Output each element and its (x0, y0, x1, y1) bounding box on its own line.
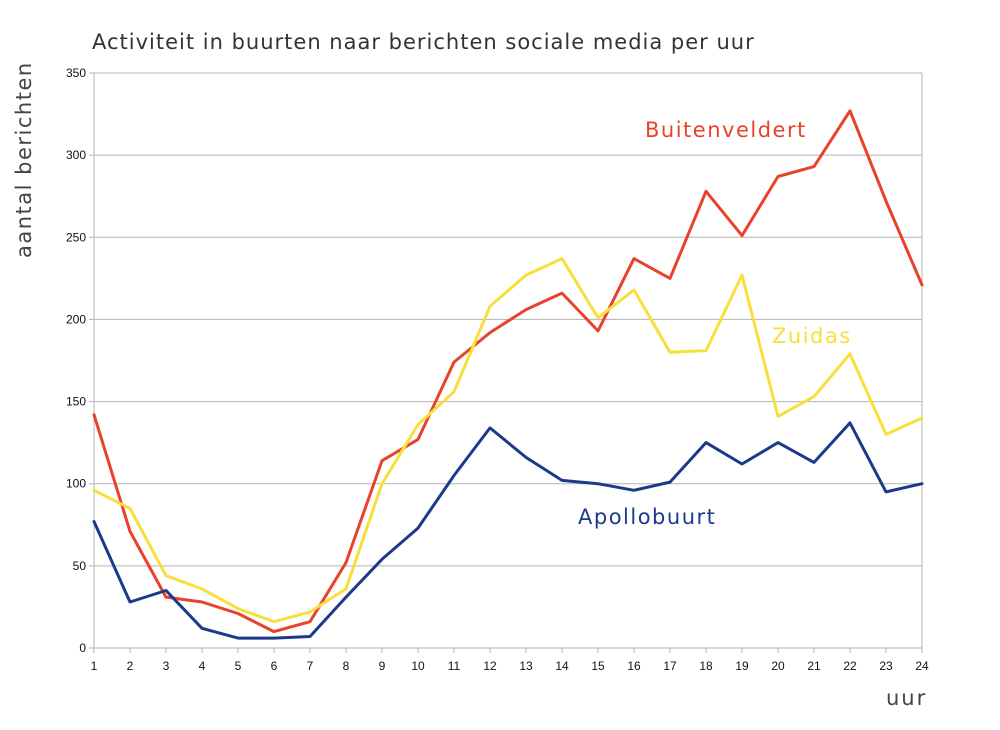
x-tick-label: 7 (307, 659, 314, 673)
x-tick-label: 24 (915, 659, 929, 673)
x-tick-label: 1 (91, 659, 98, 673)
y-tick-label: 100 (66, 477, 86, 491)
x-tick-label: 23 (879, 659, 893, 673)
x-tick-label: 12 (483, 659, 497, 673)
y-tick-label: 250 (66, 230, 86, 244)
series-label-zuidas: Zuidas (772, 324, 852, 348)
y-tick-label: 300 (66, 148, 86, 162)
series-line-apollobuurt (92, 421, 924, 640)
x-tick-label: 3 (163, 659, 170, 673)
x-tick-label: 8 (343, 659, 350, 673)
x-axis-label: uur (886, 686, 928, 710)
x-tick-label: 18 (699, 659, 713, 673)
series-label-apollobuurt: Apollobuurt (578, 505, 717, 529)
y-tick-label: 350 (66, 66, 86, 80)
chart-title: Activiteit in buurten naar berichten soc… (92, 30, 755, 54)
x-tick-label: 16 (627, 659, 641, 673)
x-tick-label: 13 (519, 659, 533, 673)
y-tick-label: 200 (66, 312, 86, 326)
y-tick-label: 150 (66, 395, 86, 409)
x-tick-label: 20 (771, 659, 785, 673)
x-tick-label: 17 (663, 659, 677, 673)
x-tick-label: 5 (235, 659, 242, 673)
y-tick-label: 0 (79, 641, 86, 655)
x-tick-label: 21 (807, 659, 821, 673)
x-tick-label: 11 (448, 659, 461, 673)
x-tick-label: 15 (591, 659, 605, 673)
x-tick-label: 19 (735, 659, 749, 673)
x-tick-label: 14 (555, 659, 569, 673)
y-tick-label: 50 (73, 559, 87, 573)
x-tick-label: 4 (199, 659, 206, 673)
x-tick-label: 10 (411, 659, 425, 673)
x-tick-label: 9 (379, 659, 386, 673)
x-tick-label: 22 (843, 659, 857, 673)
x-tick-label: 2 (127, 659, 134, 673)
series-line-buitenveldert (92, 109, 924, 634)
series-line-zuidas (92, 257, 924, 624)
x-tick-label: 6 (271, 659, 278, 673)
series-label-buitenveldert: Buitenveldert (645, 118, 807, 142)
